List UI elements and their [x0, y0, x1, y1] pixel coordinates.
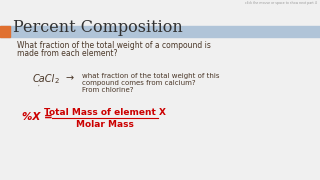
- Text: Total Mass of element X: Total Mass of element X: [44, 108, 166, 117]
- Text: %X =: %X =: [22, 112, 53, 122]
- Bar: [0, 26, 10, 37]
- Text: ,: ,: [38, 82, 40, 87]
- Text: CaCl: CaCl: [33, 74, 55, 84]
- Text: From chlorine?: From chlorine?: [82, 87, 133, 93]
- Text: what fraction of the total weight of this: what fraction of the total weight of thi…: [82, 73, 220, 79]
- Text: compound comes from calcium?: compound comes from calcium?: [82, 80, 196, 86]
- Text: Percent Composition: Percent Composition: [13, 19, 183, 36]
- Text: What fraction of the total weight of a compound is: What fraction of the total weight of a c…: [17, 41, 211, 50]
- Text: →: →: [65, 73, 73, 83]
- Bar: [10, 42, 14, 46]
- Text: Molar Mass: Molar Mass: [76, 120, 134, 129]
- Bar: [0, 26, 320, 37]
- Text: 2: 2: [55, 78, 60, 84]
- Text: click the mouse or space to show next part 4: click the mouse or space to show next pa…: [245, 1, 317, 5]
- Text: made from each element?: made from each element?: [17, 49, 117, 58]
